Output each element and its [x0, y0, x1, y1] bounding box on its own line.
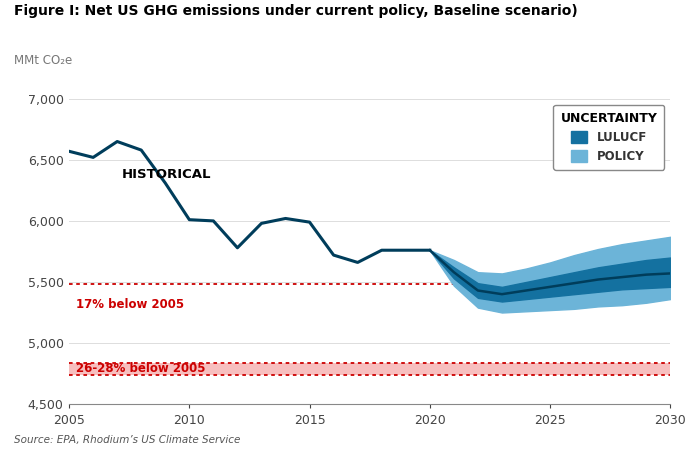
Text: Source: EPA, Rhodium’s US Climate Service: Source: EPA, Rhodium’s US Climate Servic…	[14, 435, 240, 445]
Text: HISTORICAL: HISTORICAL	[122, 168, 211, 181]
Bar	[69, 363, 670, 375]
Legend: LULUCF, POLICY: LULUCF, POLICY	[553, 105, 664, 170]
Text: Figure I: Net US GHG emissions under current policy, Baseline scenario): Figure I: Net US GHG emissions under cur…	[14, 4, 578, 18]
Text: 17% below 2005: 17% below 2005	[76, 298, 184, 311]
Text: MMt CO₂e: MMt CO₂e	[14, 54, 72, 67]
Text: 26-28% below 2005: 26-28% below 2005	[76, 362, 206, 375]
